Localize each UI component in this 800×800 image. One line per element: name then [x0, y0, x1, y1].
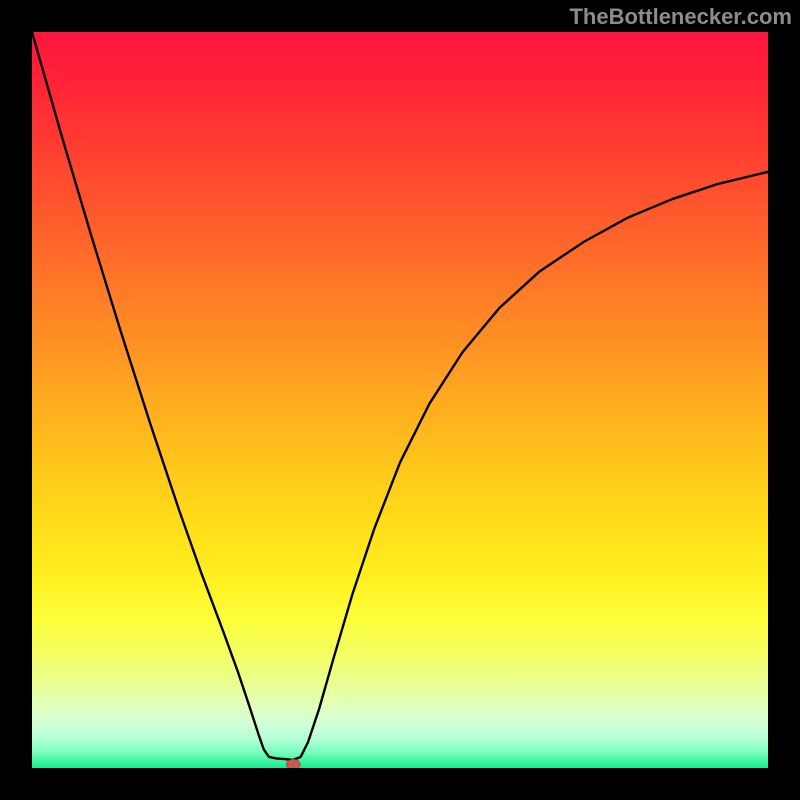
chart-container: TheBottlenecker.com [0, 0, 800, 800]
watermark-text: TheBottlenecker.com [569, 4, 792, 30]
chart-svg [32, 32, 768, 768]
optimal-point-marker [286, 759, 300, 768]
plot-area [32, 32, 768, 768]
